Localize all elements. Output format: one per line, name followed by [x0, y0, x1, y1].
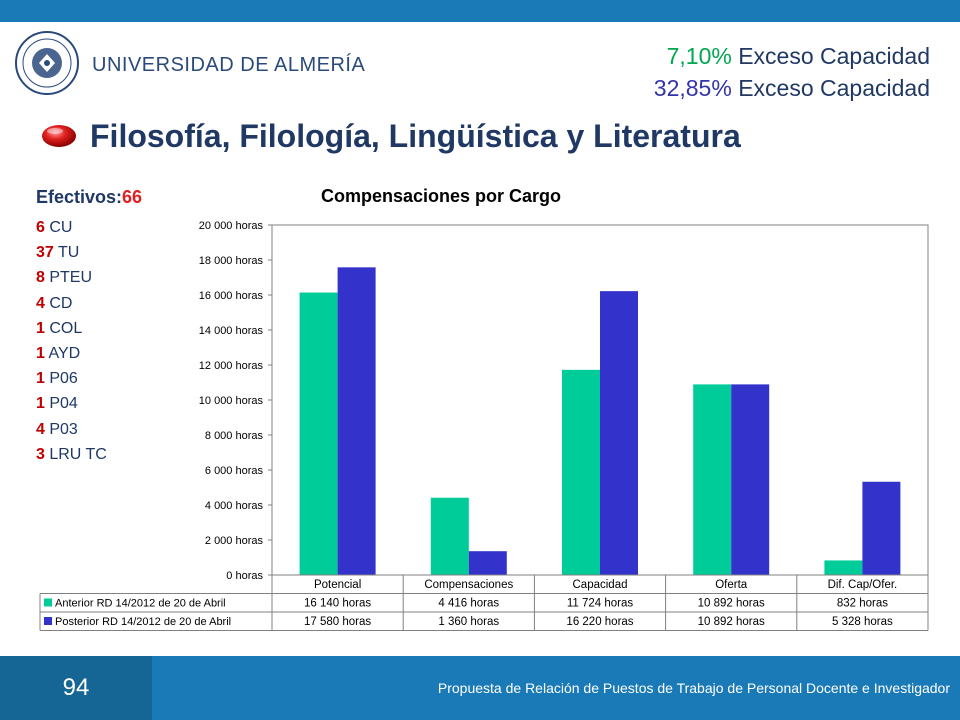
- bar: [468, 551, 507, 575]
- y-tick-label: 2 000 horas: [205, 535, 264, 547]
- staff-item: 4 P03: [36, 417, 186, 442]
- x-category-label: Dif. Cap/Ofer.: [828, 579, 898, 591]
- y-tick-label: 6 000 horas: [205, 465, 264, 477]
- y-tick-label: 16 000 horas: [199, 290, 264, 302]
- capacity-excess-2-label: Exceso Capacidad: [731, 75, 930, 101]
- staff-item-count: 3: [36, 445, 45, 463]
- y-tick-label: 20 000 horas: [199, 220, 264, 232]
- staff-item-name: COL: [44, 319, 83, 337]
- data-label: 1 360 horas: [438, 616, 499, 628]
- data-label: 17 580 horas: [304, 616, 371, 628]
- staff-item-name: PTEU: [44, 269, 93, 287]
- staff-item: 6 CU: [36, 215, 186, 240]
- data-label: 10 892 horas: [698, 616, 765, 628]
- staff-item-count: 8: [36, 269, 45, 287]
- legend-label: Posterior RD 14/2012 de 20 de Abril: [55, 616, 231, 628]
- staff-item: 4 CD: [36, 291, 186, 316]
- staff-item-name: P06: [44, 370, 78, 388]
- staff-item-count: 37: [36, 244, 54, 262]
- bar: [430, 497, 469, 575]
- staff-item-name: LRU TC: [44, 445, 107, 463]
- staff-item: 1 P04: [36, 391, 186, 416]
- bar: [299, 292, 338, 575]
- staff-item-count: 4: [36, 294, 45, 312]
- staff-item-name: CD: [44, 294, 73, 312]
- capacity-excess-2-pct: 32,85%: [653, 75, 732, 101]
- university-seal-icon: [15, 31, 79, 95]
- staff-item-count: 4: [36, 420, 45, 438]
- staff-item-count: 1: [36, 395, 45, 413]
- staff-item-count: 6: [36, 219, 45, 236]
- x-category-label: Oferta: [715, 579, 748, 591]
- university-name: UNIVERSIDAD DE ALMERÍA: [92, 54, 366, 76]
- staff-item-count: 1: [36, 319, 45, 337]
- x-category-label: Capacidad: [573, 579, 628, 591]
- staff-item: 1 AYD: [36, 341, 186, 366]
- data-label: 10 892 horas: [698, 598, 765, 610]
- bar: [600, 291, 638, 575]
- page-number-box: [0, 656, 152, 720]
- staff-item-count: 1: [36, 370, 45, 388]
- top-bar: [0, 0, 960, 22]
- university-logo: UNIVERSIDAD DE ALMERÍA: [14, 30, 365, 120]
- y-tick-label: 10 000 horas: [199, 395, 264, 407]
- bar: [862, 481, 901, 575]
- data-label: 4 416 horas: [438, 598, 499, 610]
- chart-title: Compensaciones por Cargo: [321, 186, 562, 206]
- legend-swatch: [44, 598, 52, 607]
- bar: [562, 369, 600, 575]
- footer-bar: [0, 656, 960, 720]
- staff-header: Efectivos:66: [36, 187, 186, 215]
- staff-item-name: CU: [44, 219, 73, 236]
- data-label: 832 horas: [837, 598, 888, 610]
- legend-swatch: [44, 617, 52, 625]
- bar: [731, 384, 770, 575]
- data-label: 5 328 horas: [832, 616, 893, 628]
- footer-text: Propuesta de Relación de Puestos de Trab…: [437, 680, 950, 696]
- staff-item-name: P04: [44, 395, 78, 413]
- capacity-excess-1-pct: 7,10%: [666, 43, 732, 69]
- legend-label: Anterior RD 14/2012 de 20 de Abril: [55, 598, 226, 610]
- bar: [693, 384, 732, 575]
- capacity-excess-2: 32,85% Exceso Capacidad: [654, 75, 930, 102]
- staff-total: 66: [122, 187, 143, 207]
- y-tick-label: 14 000 horas: [199, 325, 264, 337]
- capacity-excess-1: 7,10% Exceso Capacidad: [667, 43, 930, 70]
- y-tick-label: 4 000 horas: [205, 500, 264, 512]
- y-tick-label: 12 000 horas: [199, 360, 264, 372]
- red-oval-bullet-icon: [42, 125, 76, 147]
- page-title: Filosofía, Filología, Lingüística y Lite…: [90, 118, 741, 154]
- data-label: 11 724 horas: [567, 598, 634, 610]
- bar: [824, 560, 863, 575]
- x-category-label: Potencial: [314, 579, 361, 591]
- staff-item-name: TU: [53, 244, 80, 262]
- x-category-label: Compensaciones: [424, 579, 513, 591]
- bar: [337, 267, 376, 575]
- y-tick-label: 0 horas: [226, 570, 263, 582]
- staff-item: 3 LRU TC: [36, 442, 186, 467]
- y-tick-label: 8 000 horas: [205, 430, 264, 442]
- data-label: 16 220 horas: [566, 616, 633, 628]
- staff-item-name: P03: [44, 420, 78, 438]
- staff-item: 8 PTEU: [36, 265, 186, 290]
- data-label: 16 140 horas: [304, 598, 371, 610]
- page-number: 94: [62, 674, 90, 701]
- bar-chart: 0 horas 2 000 horas 4 000 horas 6 000 horas…: [39, 220, 929, 631]
- staff-item-name: AYD: [44, 344, 81, 362]
- staff-label: Efectivos:: [36, 187, 123, 207]
- y-tick-label: 18 000 horas: [199, 255, 264, 267]
- staff-summary: Efectivos:66 6 CU 37 TU 8 PTEU 4 CD 1 CO…: [36, 187, 186, 467]
- staff-item: 37 TU: [36, 240, 186, 265]
- staff-item: 1 COL: [36, 316, 186, 341]
- staff-item-count: 1: [36, 344, 45, 362]
- capacity-excess-1-label: Exceso Capacidad: [731, 43, 930, 69]
- staff-item: 1 P06: [36, 366, 186, 391]
